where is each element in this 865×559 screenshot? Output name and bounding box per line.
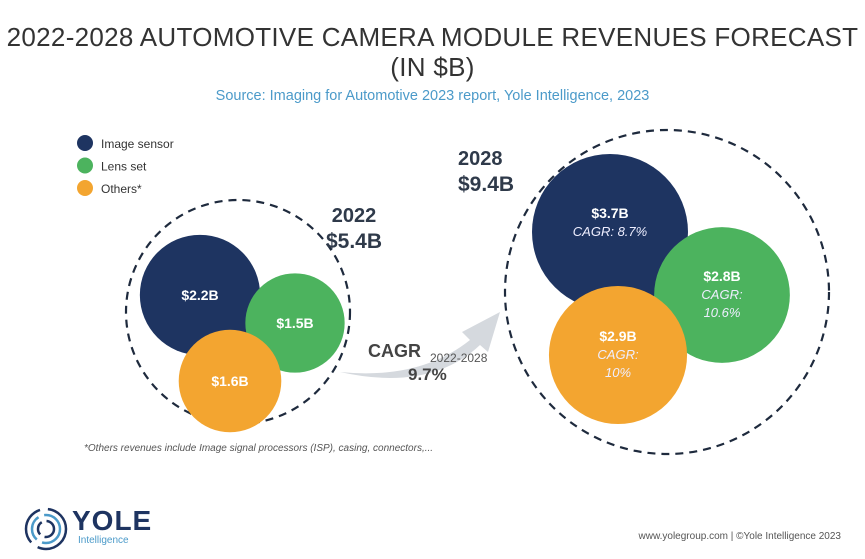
legend-label: Image sensor — [101, 137, 174, 151]
bubble-2022-others- — [178, 329, 282, 433]
bubble-label: $2.9B — [599, 328, 636, 344]
legend-marker — [77, 180, 93, 196]
cagr-arrow — [340, 312, 500, 378]
bubble-label: $3.7B — [591, 205, 628, 221]
footer-credit: www.yolegroup.com | ©Yole Intelligence 2… — [638, 531, 842, 542]
logo-text: YOLE — [72, 505, 153, 536]
bubble-2022-image-sensor — [139, 234, 261, 356]
cagr-label: CAGR — [368, 341, 421, 361]
group-total: $9.4B — [458, 173, 514, 196]
legend-marker — [77, 157, 93, 174]
bubble-cagr: CAGR: — [701, 287, 743, 302]
group-total: $5.4B — [326, 230, 382, 253]
chart-subtitle: Source: Imaging for Automotive 2023 repo… — [215, 88, 650, 104]
bubble-cagr: 10.6% — [704, 305, 741, 320]
total-circle-2028 — [503, 128, 831, 456]
group-year: 2028 — [458, 148, 503, 170]
logo-subtext: Intelligence — [78, 535, 129, 546]
footnote: *Others revenues include Image signal pr… — [84, 443, 434, 454]
legend-marker — [77, 135, 93, 151]
yole-logo-icon — [24, 507, 68, 551]
bubble-2028-image-sensor — [532, 154, 688, 310]
bubble-label: $1.6B — [211, 373, 248, 389]
bubble-label: $2.8B — [703, 268, 740, 284]
group-year: 2022 — [332, 205, 377, 227]
bubble-2028-lens-set — [654, 227, 790, 363]
cagr-period: 2022-2028 — [430, 351, 488, 365]
bubble-2028-others- — [548, 285, 688, 425]
legend-label: Lens set — [101, 160, 147, 174]
legend-label: Others* — [101, 182, 142, 196]
bubble-label: $2.2B — [181, 287, 218, 303]
chart-title: 2022-2028 AUTOMOTIVE CAMERA MODULE REVEN… — [6, 22, 859, 82]
bubble-2022-lens-set — [245, 273, 345, 373]
bubble-cagr: CAGR: 8.7% — [573, 224, 647, 239]
bubble-cagr: CAGR: — [597, 347, 639, 362]
bubble-cagr: 10% — [605, 365, 631, 380]
bubble-label: $1.5B — [276, 315, 313, 331]
cagr-value: 9.7% — [408, 365, 447, 384]
